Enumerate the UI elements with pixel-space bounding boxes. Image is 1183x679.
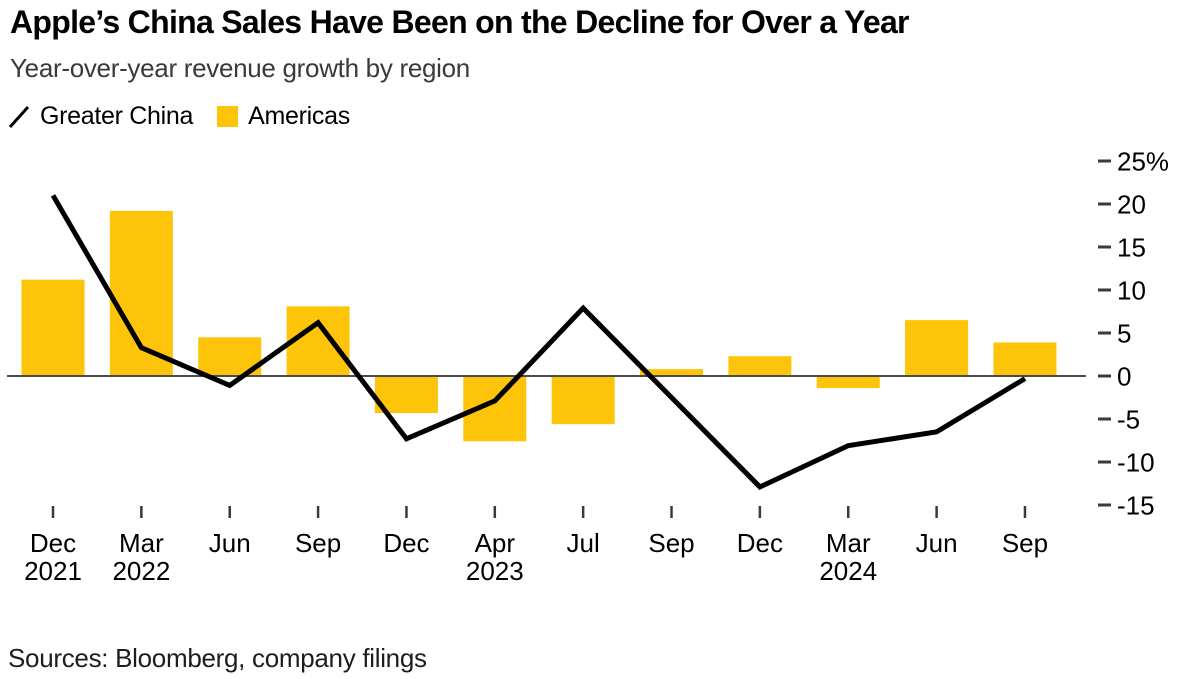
page-title: Apple’s China Sales Have Been on the Dec…	[10, 4, 910, 40]
x-axis-month-label: Jun	[916, 528, 958, 558]
x-axis-month-label: Sep	[295, 528, 341, 558]
chart-legend: Greater China Americas	[8, 102, 350, 131]
bar-americas	[905, 320, 969, 376]
x-axis-month-label: Dec	[30, 528, 76, 558]
y-axis-label: -15	[1117, 491, 1155, 521]
x-axis-month-label: Mar	[826, 528, 871, 558]
x-axis-month-label: Jun	[209, 528, 251, 558]
y-axis-label: 20	[1117, 190, 1146, 220]
bar-americas	[286, 306, 350, 376]
legend-label-americas: Americas	[248, 102, 350, 130]
x-axis-year-label: 2021	[24, 556, 82, 586]
x-axis-month-label: Mar	[119, 528, 164, 558]
x-axis-month-label: Apr	[475, 528, 516, 558]
bar-series-swatch-icon	[217, 106, 239, 127]
x-axis-year-label: 2024	[819, 556, 877, 586]
x-axis-month-label: Jul	[567, 528, 600, 558]
bar-americas	[374, 376, 438, 413]
y-axis-label: -5	[1117, 405, 1140, 435]
bar-americas	[109, 210, 173, 376]
x-axis-year-label: 2023	[466, 556, 524, 586]
y-axis-label: 15	[1117, 233, 1146, 263]
y-axis-label: -10	[1117, 448, 1155, 478]
bar-americas	[816, 376, 880, 389]
y-axis-label: 5	[1117, 319, 1131, 349]
source-note: Sources: Bloomberg, company filings	[8, 643, 427, 673]
legend-item-americas: Americas	[217, 102, 350, 131]
y-axis-label: 10	[1117, 276, 1146, 306]
bar-americas	[993, 342, 1057, 376]
x-axis-month-label: Sep	[1002, 528, 1048, 558]
y-axis-label: 25%	[1117, 147, 1169, 177]
bar-americas	[551, 376, 615, 425]
legend-label-greater-china: Greater China	[40, 102, 194, 130]
y-axis-label: 0	[1117, 362, 1131, 392]
x-axis-month-label: Sep	[648, 528, 694, 558]
chart-subtitle: Year-over-year revenue growth by region	[10, 53, 470, 83]
bar-americas	[728, 356, 792, 376]
x-axis-year-label: 2022	[112, 556, 170, 586]
legend-item-greater-china: Greater China	[8, 102, 193, 131]
x-axis-month-label: Dec	[737, 528, 783, 558]
bar-americas	[640, 369, 704, 376]
bar-americas	[21, 279, 85, 376]
x-axis-month-label: Dec	[383, 528, 429, 558]
line-greater-china	[50, 194, 1027, 490]
line-series-icon	[8, 105, 30, 128]
